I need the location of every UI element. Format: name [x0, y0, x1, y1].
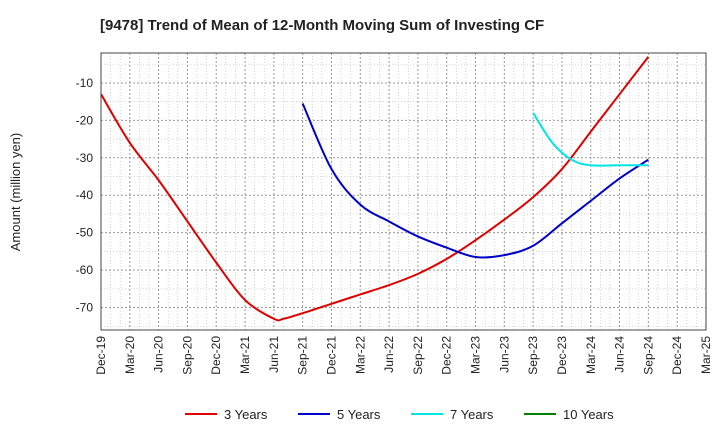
legend-label: 10 Years [563, 407, 614, 422]
x-tick-label: Dec-20 [209, 336, 223, 375]
legend: 3 Years 5 Years 7 Years 10 Years [185, 407, 614, 422]
x-tick-label: Dec-19 [94, 336, 108, 375]
x-tick-label: Sep-20 [180, 336, 194, 375]
x-tick-label: Mar-20 [123, 336, 137, 374]
legend-label: 5 Years [337, 407, 381, 422]
x-tick-label: Jun-20 [152, 336, 166, 373]
x-tick-label: Mar-25 [699, 336, 713, 374]
y-tick-label: -70 [76, 301, 94, 315]
y-axis-label: Amount (million yen) [8, 133, 23, 252]
x-tick-label: Mar-24 [584, 336, 598, 374]
y-tick-label: -30 [76, 151, 94, 165]
x-tick-label: Dec-22 [440, 336, 454, 375]
x-tick-label: Dec-23 [555, 336, 569, 375]
x-tick-labels: Dec-19 Mar-20 Jun-20 Sep-20 Dec-20 Mar-21 Jun-… [94, 336, 713, 375]
y-tick-label: -20 [76, 113, 94, 127]
series-line-5-years [301, 103, 649, 259]
x-tick-label: Dec-21 [324, 336, 338, 375]
x-tick-label: Jun-23 [497, 336, 511, 373]
x-tick-label: Sep-21 [296, 336, 310, 375]
x-tick-label: Mar-21 [238, 336, 252, 374]
gridlines [101, 53, 707, 330]
x-tick-label: Sep-23 [526, 336, 540, 375]
y-tick-label: -50 [76, 226, 94, 240]
series-layer [100, 56, 650, 322]
x-tick-label: Jun-22 [382, 336, 396, 373]
chart-title: [9478] Trend of Mean of 12-Month Moving … [100, 17, 544, 34]
y-tick-label: -10 [76, 76, 94, 90]
legend-label: 3 Years [224, 407, 268, 422]
y-tick-labels: -10 -20 -30 -40 -50 -60 -70 [76, 76, 94, 315]
x-tick-label: Jun-24 [613, 336, 627, 373]
y-tick-label: -60 [76, 263, 94, 277]
x-tick-label: Jun-21 [267, 336, 281, 373]
x-tick-label: Sep-24 [641, 336, 655, 375]
x-tick-label: Mar-22 [353, 336, 367, 374]
plot-frame [100, 52, 707, 331]
series-line-7-years [532, 112, 649, 167]
y-tick-label: -40 [76, 188, 94, 202]
x-tick-label: Dec-24 [670, 336, 684, 375]
x-tick-label: Mar-23 [469, 336, 483, 374]
series-line-3-years [100, 56, 650, 322]
legend-label: 7 Years [450, 407, 494, 422]
x-tick-label: Sep-22 [411, 336, 425, 375]
